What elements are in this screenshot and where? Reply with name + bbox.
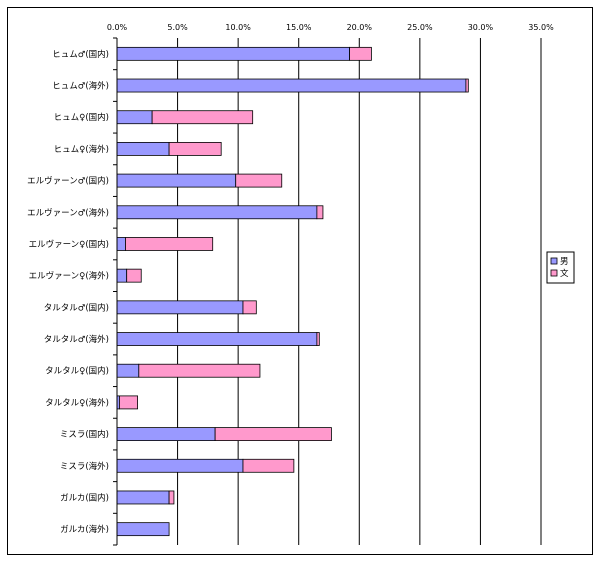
x-tick-label: 15.0%: [286, 23, 312, 32]
legend-label: 文: [560, 268, 569, 279]
category-label: ガルカ(海外): [60, 524, 109, 535]
category-label: エルヴァーン♀(海外): [29, 271, 109, 282]
bar-segment-female: [349, 46, 372, 61]
x-tick-label: 0.0%: [107, 23, 128, 32]
bar-segment-female: [465, 78, 469, 93]
bar-segment-female: [125, 237, 214, 251]
bar-segment-female: [126, 268, 142, 283]
bar-segment-female: [214, 427, 332, 441]
category-label: タルタル♀(海外): [45, 397, 109, 408]
bar-segment-female: [119, 395, 138, 410]
bar-segment-male: [116, 173, 237, 188]
bar-segment-male: [116, 427, 216, 441]
legend-swatch: [550, 257, 558, 265]
bar-segment-female: [242, 300, 257, 315]
bar-segment-male: [116, 490, 170, 505]
bar-segment-male: [116, 363, 140, 378]
x-tick-label: 35.0%: [528, 23, 554, 32]
bar-segment-male: [116, 205, 318, 220]
category-label: エルヴァーン♀(国内): [29, 239, 109, 250]
bar-segment-male: [116, 522, 170, 537]
category-label: ヒュム♀(国内): [54, 112, 109, 123]
x-tick-label: 10.0%: [225, 23, 251, 32]
bar-segment-female: [235, 173, 283, 188]
bar-segment-male: [116, 237, 126, 251]
category-label: タルタル♂(国内): [44, 302, 109, 313]
bar-segment-male: [116, 332, 318, 346]
bar-segment-male: [116, 300, 244, 315]
category-label: エルヴァーン♂(海外): [27, 207, 109, 218]
x-tick-label: 25.0%: [407, 23, 433, 32]
bar-segment-female: [138, 363, 261, 378]
legend-swatch: [550, 269, 558, 277]
category-label: タルタル♂(海外): [44, 334, 109, 345]
category-label: ヒュム♂(海外): [52, 81, 109, 92]
legend-label: 男: [560, 257, 569, 267]
category-label: ヒュム♀(海外): [54, 144, 109, 155]
bar-segment-female: [168, 490, 175, 505]
category-label: タルタル♀(国内): [45, 366, 109, 377]
bar-segment-male: [116, 268, 128, 283]
category-label: ヒュム♂(国内): [52, 49, 109, 60]
bar-segment-female: [316, 205, 324, 220]
bar-segment-female: [168, 142, 222, 156]
bar-segment-male: [116, 458, 244, 473]
bar-segment-male: [116, 142, 170, 156]
chart-frame: [7, 7, 593, 555]
bar-segment-female: [151, 110, 254, 125]
category-label: ガルカ(国内): [60, 492, 109, 503]
x-tick-label: 5.0%: [167, 23, 188, 32]
category-label: エルヴァーン♂(国内): [27, 176, 109, 187]
category-label: ミスラ(海外): [60, 461, 109, 472]
legend-box: [546, 251, 575, 284]
x-tick-label: 30.0%: [468, 23, 494, 32]
category-label: ミスラ(国内): [60, 429, 109, 440]
bar-segment-male: [116, 46, 350, 61]
bar-segment-male: [116, 78, 467, 93]
bar-segment-male: [116, 110, 153, 125]
bar-segment-female: [242, 458, 295, 473]
x-tick-label: 20.0%: [347, 23, 373, 32]
bar-segment-female: [316, 332, 320, 346]
